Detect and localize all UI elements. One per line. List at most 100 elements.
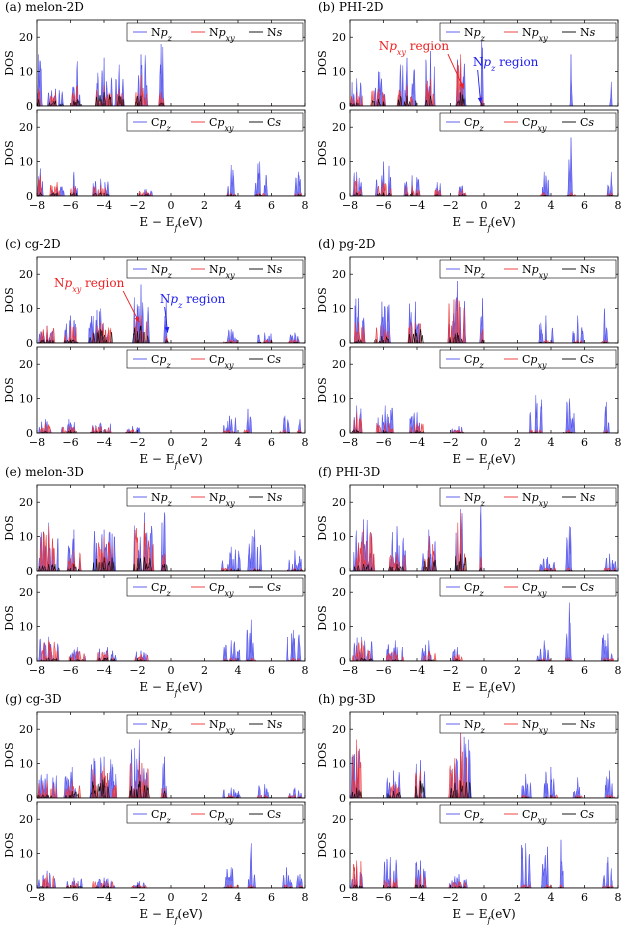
annotation-arrow-line	[122, 290, 140, 323]
y-tick-label: 20	[332, 496, 346, 509]
annotation-arrow-head	[477, 97, 483, 104]
panel-e-title: (e) melon-3D	[5, 465, 84, 479]
x-tick-label: 0	[168, 664, 175, 677]
legend-entry-pxy: Cpxy	[209, 808, 234, 825]
legend-box	[126, 804, 304, 824]
y-tick-label: 10	[332, 156, 346, 169]
panel-g-subplot-1-legend: Npz Npxy Ns	[126, 714, 304, 735]
x-tick-label: 8	[615, 891, 622, 904]
x-tick-label: 6	[581, 436, 588, 449]
x-tick-label: −2	[442, 199, 458, 212]
x-tick-label: −2	[442, 436, 458, 449]
legend-entry-s: Ns	[267, 491, 283, 504]
x-tick-label: 2	[514, 664, 521, 677]
panel-d-x-axis-label: E − Ef(eV)	[452, 452, 515, 470]
x-tick-label: 6	[268, 436, 275, 449]
y-tick-label: 10	[19, 758, 33, 771]
x-tick-label: −8	[342, 664, 358, 677]
x-tick-label: −4	[96, 891, 112, 904]
x-tick-label: 4	[235, 664, 242, 677]
y-tick-label: 20	[332, 268, 346, 281]
panel-e-subplot-2-legend: Cpz Cpxy Cs	[126, 577, 304, 598]
x-tick-label: 6	[581, 891, 588, 904]
y-axis-label: DOS	[316, 605, 329, 630]
legend-entry-pz: Npz	[464, 26, 486, 43]
panel-d-title: (d) pg-2D	[318, 237, 376, 251]
y-tick-label: 20	[19, 268, 33, 281]
annotation-arrow-line	[447, 53, 465, 89]
x-tick-label: 6	[268, 891, 275, 904]
panel-g-x-axis-label: E − Ef(eV)	[139, 907, 202, 925]
x-tick-label: 2	[201, 199, 208, 212]
panel-a-subplot-2-pz-area	[37, 161, 305, 196]
panel-h-title: (h) pg-3D	[318, 692, 376, 706]
legend-entry-pxy: Npxy	[209, 263, 235, 280]
x-tick-label: 8	[615, 664, 622, 677]
legend-box	[126, 349, 304, 369]
x-tick-label: −8	[29, 199, 45, 212]
legend-box	[126, 22, 304, 42]
legend-entry-s: Ns	[580, 491, 596, 504]
panel-a-subplot-2-traces	[37, 161, 305, 196]
legend-entry-pz: Npz	[151, 718, 173, 735]
legend-entry-s: Ns	[267, 718, 283, 731]
legend-box	[126, 487, 304, 507]
y-axis-label: DOS	[316, 515, 329, 540]
panel-f-subplot-1-traces	[350, 505, 618, 571]
legend-box	[439, 22, 617, 42]
panel-c-subplot-1-s-area	[37, 325, 305, 343]
legend-entry-pz: Cpz	[464, 116, 484, 133]
legend-box	[439, 714, 617, 734]
x-tick-label: −6	[62, 436, 78, 449]
x-tick-label: 6	[581, 199, 588, 212]
y-axis-label: DOS	[3, 742, 16, 767]
y-axis-label: DOS	[316, 377, 329, 402]
legend-box	[439, 487, 617, 507]
legend-box	[126, 112, 304, 132]
y-axis-label: DOS	[316, 832, 329, 857]
x-tick-label: 8	[302, 436, 309, 449]
legend-box	[439, 804, 617, 824]
y-axis-label: DOS	[316, 140, 329, 165]
panel-h-subplot-1-pxy-area	[350, 732, 618, 798]
panel-b-x-axis-label: E − Ef(eV)	[452, 215, 515, 233]
x-tick-label: −6	[62, 664, 78, 677]
legend-entry-s: Cs	[580, 808, 594, 821]
y-tick-label: 20	[19, 586, 33, 599]
panel-h-subplot-1-legend: Npz Npxy Ns	[439, 714, 617, 735]
x-tick-label: −2	[129, 664, 145, 677]
annotation-label: Npz region	[160, 292, 226, 310]
y-tick-label: 0	[339, 792, 346, 805]
y-axis-label: DOS	[3, 605, 16, 630]
y-tick-label: 10	[332, 66, 346, 79]
x-tick-label: 2	[201, 664, 208, 677]
y-tick-label: 20	[19, 813, 33, 826]
x-tick-label: −2	[129, 436, 145, 449]
x-tick-label: 8	[302, 199, 309, 212]
y-axis-label: DOS	[3, 515, 16, 540]
x-tick-label: −8	[29, 436, 45, 449]
legend-entry-pz: Cpz	[151, 581, 171, 598]
panel-f-subplot-1-pxy-area	[350, 512, 618, 571]
panel-a-subplot-1-s-area	[37, 92, 305, 106]
legend-entry-pz: Npz	[464, 263, 486, 280]
legend-box	[439, 112, 617, 132]
x-tick-label: 0	[481, 664, 488, 677]
panel-c-subplot-2-traces	[37, 408, 305, 433]
y-axis-label: DOS	[316, 742, 329, 767]
annotation-arrow-head	[134, 316, 140, 323]
y-tick-label: 10	[332, 621, 346, 634]
panel-c: (c) cg-2D E − Ef(eV)	[5, 237, 203, 470]
x-tick-label: 2	[514, 436, 521, 449]
x-tick-label: −8	[342, 891, 358, 904]
y-tick-label: 20	[332, 31, 346, 44]
panel-g-title: (g) cg-3D	[5, 692, 62, 706]
legend-entry-pz: Cpz	[464, 808, 484, 825]
panel-a-subplot-1-legend: Npz Npxy Ns	[126, 22, 304, 43]
y-tick-label: 0	[26, 565, 33, 578]
